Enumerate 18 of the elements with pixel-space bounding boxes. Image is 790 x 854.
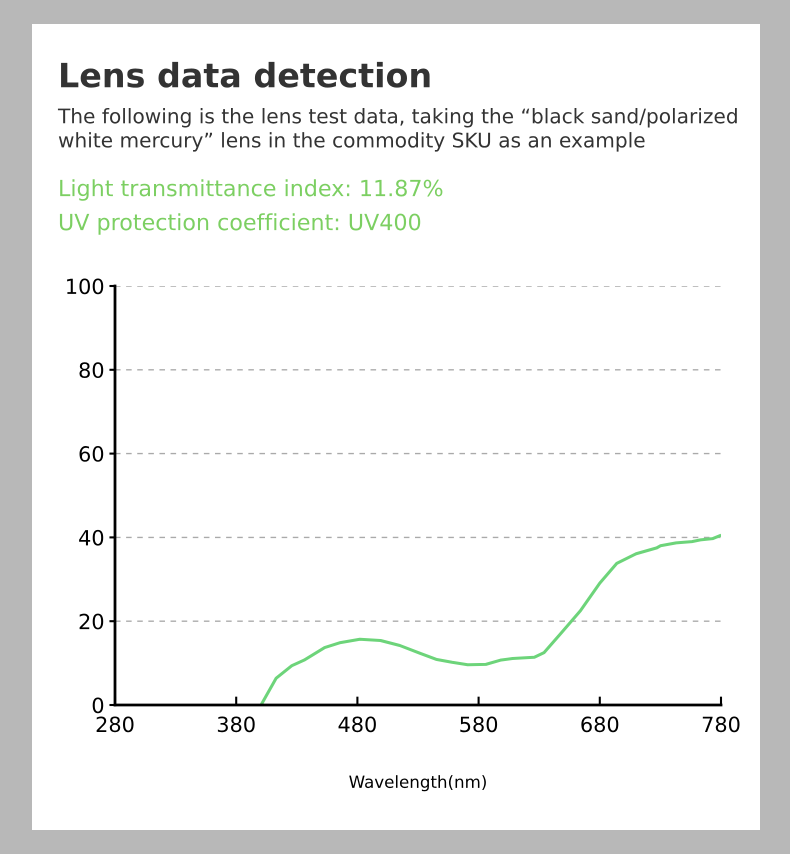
y-tick-label: 40	[79, 530, 104, 546]
chart-title: Lens data detection	[61, 62, 430, 88]
chart-subtitle: The following is the lens test data, taking the “black sand/polarized white mercury” lens in the commodity SKU as an example	[58, 108, 737, 152]
text: UV protection coefficient: UV400	[60, 213, 420, 235]
x-tick-label: 680	[581, 716, 618, 732]
x-axis-title: Wavelength(nm)	[349, 775, 486, 792]
text: Light transmittance index: 11.87%	[60, 179, 442, 201]
y-tick-label: 100	[67, 278, 104, 294]
x-tick-label: 580	[460, 716, 498, 732]
x-tick-label: 780	[702, 716, 740, 732]
y-tick-label: 20	[80, 614, 104, 630]
x-tick-label: 380	[218, 716, 255, 732]
line-series	[260, 534, 721, 705]
x-tick-label: 480	[338, 716, 376, 732]
y-tick-label: 60	[80, 446, 104, 462]
x-tick-label: 280	[96, 716, 134, 732]
y-tick-label: 80	[79, 362, 104, 378]
y-tick-label: 0	[92, 697, 104, 714]
